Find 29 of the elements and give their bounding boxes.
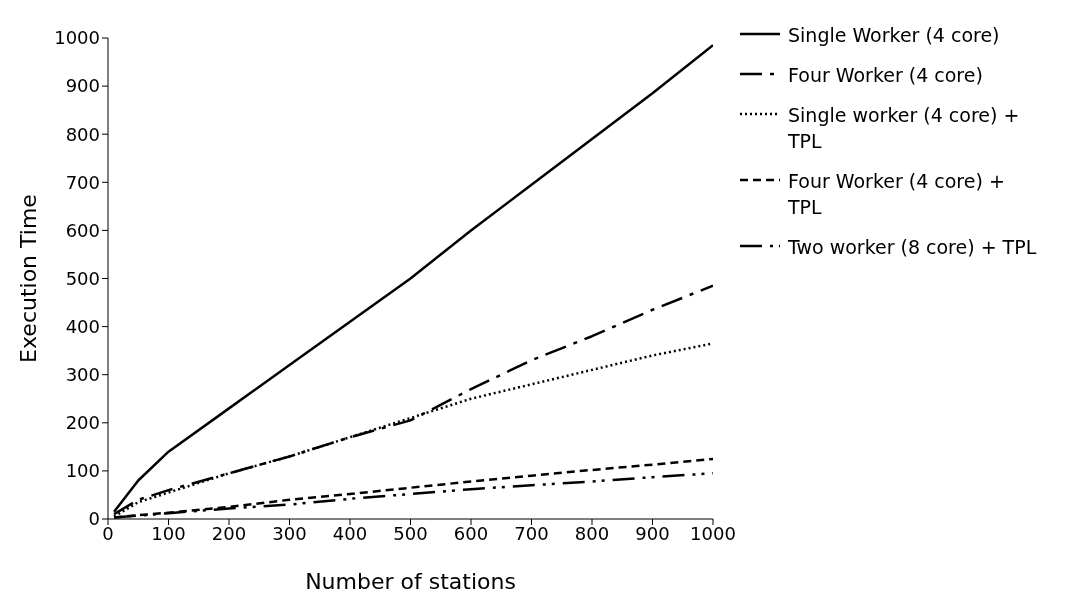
y-tick-label: 600 (65, 219, 100, 241)
x-tick-label: 200 (211, 522, 247, 544)
x-tick-label: 300 (272, 522, 307, 544)
x-tick-label: 900 (635, 522, 670, 544)
x-tick-label: 1000 (690, 522, 736, 544)
x-tick-label: 500 (393, 522, 428, 544)
x-tick-label: 100 (151, 522, 186, 544)
x-axis-title: Number of stations (305, 569, 516, 594)
y-tick-label: 200 (65, 412, 100, 434)
y-tick-label: 900 (65, 75, 100, 97)
x-tick-label: 800 (574, 522, 610, 544)
x-tick-label: 600 (453, 522, 489, 544)
y-axis-title: Execution Time (15, 194, 41, 363)
legend-label: Single worker (4 core) + TPL (788, 103, 1021, 154)
y-tick-label: 500 (65, 267, 100, 289)
legend-label: Two worker (8 core) + TPL (788, 235, 1038, 260)
legend-label: Single Worker (4 core) (788, 23, 1001, 48)
x-tick-label: 700 (514, 522, 549, 544)
legend-label: Four Worker (4 core) (788, 63, 984, 88)
x-tick-label: 400 (332, 522, 368, 544)
y-tick-label: 100 (65, 460, 100, 482)
y-tick-label: 700 (65, 171, 100, 193)
y-tick-label: 1000 (54, 27, 100, 49)
y-tick-label: 0 (88, 508, 100, 530)
y-tick-label: 300 (65, 364, 100, 386)
x-tick-label: 0 (102, 522, 114, 544)
legend-label: Four Worker (4 core) + TPL (788, 169, 1006, 220)
y-tick-label: 400 (65, 315, 100, 337)
y-tick-label: 800 (65, 123, 100, 145)
